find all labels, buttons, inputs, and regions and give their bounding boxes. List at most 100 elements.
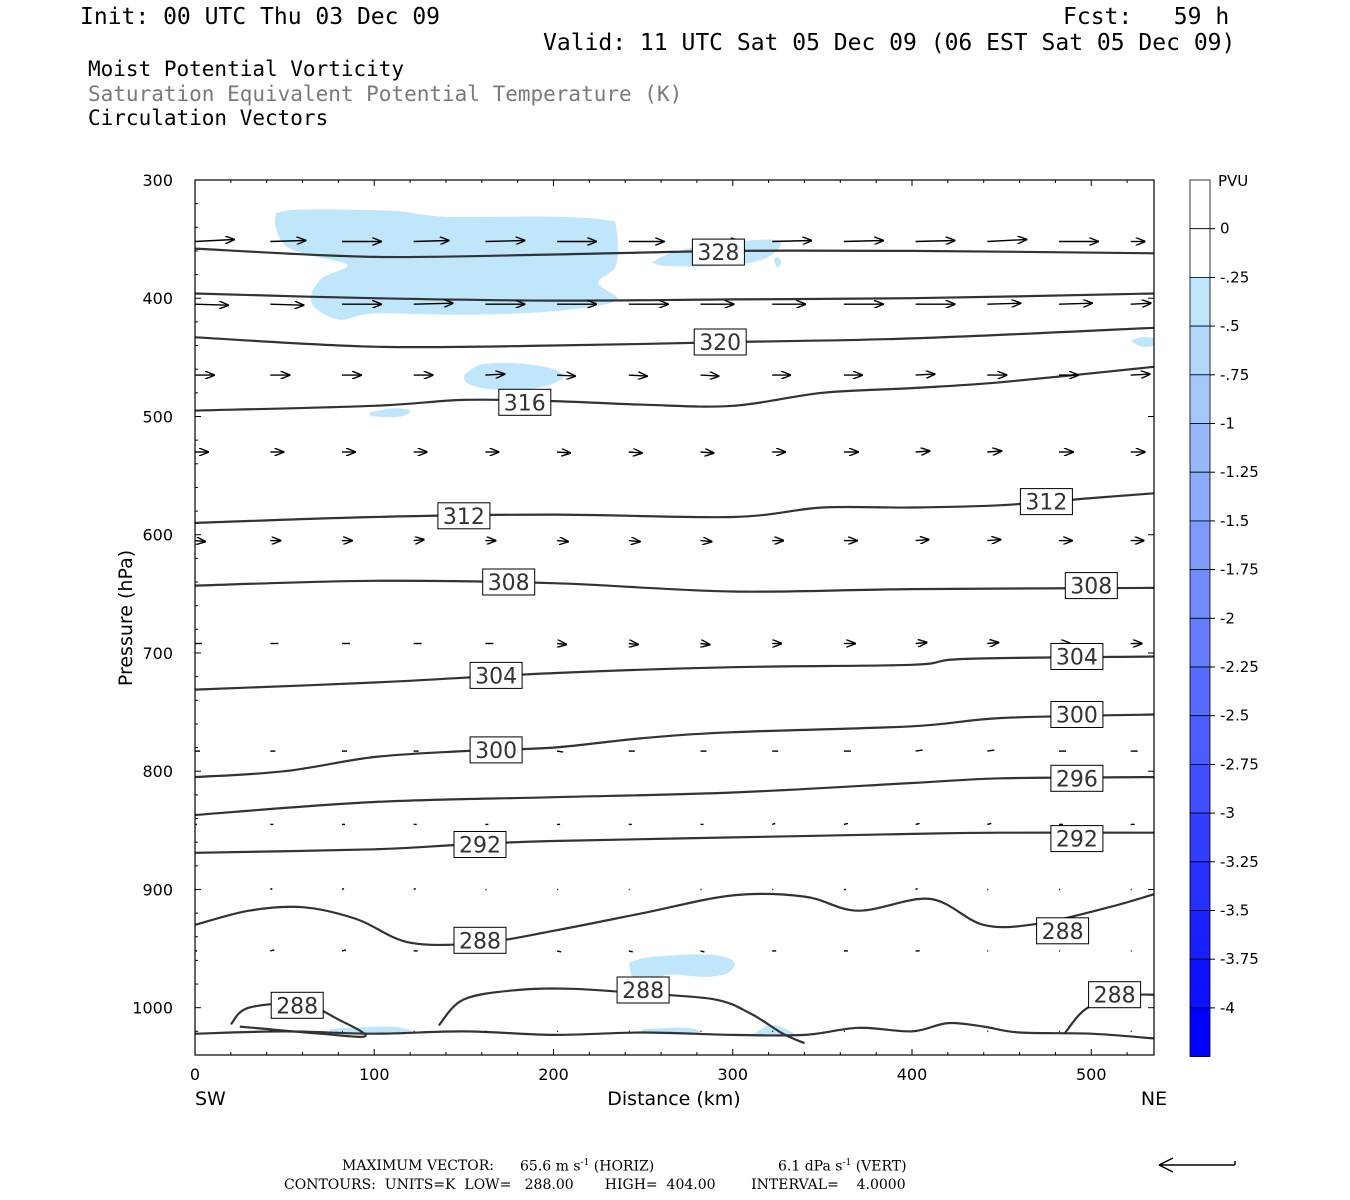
theta-contour: [195, 713, 1154, 779]
contour-label: 316: [504, 391, 546, 416]
field-title-theta: Saturation Equivalent Potential Temperat…: [88, 82, 683, 106]
circulation-vector: [915, 822, 920, 826]
contour-label-box: [1019, 488, 1073, 516]
x-tick-label: 500: [1076, 1065, 1107, 1084]
unit-exponent: -1: [842, 1158, 852, 1168]
contour-label: 312: [1025, 491, 1067, 516]
contour-label: 288: [276, 994, 318, 1019]
circulation-vector: [987, 303, 1020, 304]
theta-contour: [195, 365, 1154, 412]
colorbar-title: PVU: [1218, 172, 1248, 190]
circulation-vector-layer: [195, 240, 1151, 1033]
y-tick-label: 600: [142, 526, 173, 545]
colorbar: PVU 0 -.25 -.5 -.75 -1 -1.25 -1.5 -1.75 -2 -2.25 -2…: [1189, 172, 1259, 1058]
colorbar-label: 0: [1220, 220, 1230, 238]
x-axis-title: Distance (km): [607, 1088, 740, 1110]
y-tick-label: 300: [142, 171, 173, 190]
pv-fill-layer: [275, 209, 1154, 1037]
circulation-vector: [556, 750, 564, 753]
contour-label: 300: [475, 739, 517, 764]
plot-frame: [194, 179, 1155, 1056]
pv-region: [774, 256, 782, 268]
contour-label: 296: [1056, 767, 1098, 792]
colorbar-swatch: [1189, 325, 1211, 376]
colorbar-label: -1.25: [1220, 463, 1259, 481]
circulation-vector: [557, 541, 568, 542]
theta-contour: [195, 492, 1154, 524]
circulation-vector: [915, 887, 918, 891]
circulation-vector: [270, 241, 305, 242]
circulation-vector: [413, 241, 449, 242]
circulation-vector: [1130, 374, 1150, 375]
contour-label-box: [693, 328, 747, 356]
circulation-vector: [270, 949, 275, 952]
colorbar-label: -2: [1220, 609, 1235, 627]
colorbar-swatch: [1189, 715, 1211, 765]
contour-label-box: [469, 736, 523, 764]
contour-label-box: [469, 661, 523, 689]
colorbar-label: -2.5: [1220, 707, 1249, 725]
circulation-vector: [557, 644, 566, 645]
circulation-vector: [987, 643, 998, 644]
circulation-vector: [843, 241, 883, 242]
field-title-mpv: Moist Potential Vorticity: [88, 57, 405, 81]
circulation-vector: [557, 452, 570, 453]
contour-label-box: [437, 502, 491, 530]
contour-label-box: [270, 991, 324, 1019]
circulation-vector: [195, 541, 205, 542]
circulation-vector: [987, 749, 995, 752]
colorbar-label: -2.75: [1220, 755, 1259, 773]
theta-contour-layer: [195, 247, 1154, 1045]
circulation-vector: [341, 887, 345, 891]
colorbar-swatch: [1189, 423, 1211, 473]
circulation-vector: [557, 375, 575, 376]
contour-label: 292: [1056, 828, 1098, 853]
pv-region: [275, 209, 618, 320]
x-tick-label: 100: [359, 1065, 390, 1084]
contour-label: 308: [1070, 575, 1112, 600]
colorbar-swatch: [1189, 569, 1211, 619]
contour-label-box: [616, 976, 670, 1004]
contour-label: 304: [1056, 646, 1098, 671]
contour-label: 292: [459, 834, 501, 859]
circulation-vector: [413, 303, 453, 304]
theta-contour: [195, 1021, 1154, 1040]
contour-info: CONTOURS: UNITS=K LOW= 288.00 HIGH= 404.…: [284, 1177, 906, 1193]
contour-label-box: [482, 568, 536, 596]
contour-label: 304: [475, 664, 517, 689]
contour-label: 288: [1042, 920, 1084, 945]
contour-label: 312: [443, 505, 485, 530]
circulation-vector: [915, 540, 929, 541]
y-tick-label: 1000: [132, 999, 173, 1018]
colorbar-swatch: [1189, 471, 1211, 522]
colorbar-swatch: [1189, 764, 1211, 814]
colorbar-swatch: [1189, 812, 1211, 863]
circulation-vector: [915, 374, 935, 375]
contour-label-box: [1064, 572, 1118, 600]
colorbar-swatch: [1189, 910, 1211, 960]
circulation-vector: [700, 375, 719, 376]
theta-contour: [195, 776, 1154, 817]
circulation-vector: [485, 374, 504, 375]
valid-time: Valid: 11 UTC Sat 05 Dec 09 (06 EST Sat …: [543, 30, 1236, 56]
colorbar-label: -1: [1220, 415, 1235, 433]
y-tick-label: 500: [142, 407, 173, 426]
circulation-vector: [700, 950, 705, 953]
init-time: Init: 00 UTC Thu 03 Dec 09: [80, 4, 441, 30]
colorbar-label: -4: [1220, 999, 1235, 1017]
y-tick-label: 800: [142, 762, 173, 781]
colorbar-label: -3.75: [1220, 950, 1259, 968]
theta-contour: [195, 831, 1154, 854]
contour-label: 288: [622, 979, 664, 1004]
circulation-vector: [700, 541, 712, 542]
max-vector-vert: 6.1 dPa s-1 (VERT): [778, 1158, 907, 1175]
circulation-vector: [628, 452, 642, 453]
colorbar-label: -3.25: [1220, 853, 1259, 871]
circulation-vector: [195, 240, 234, 242]
colorbar-swatch: [1189, 861, 1211, 911]
circulation-vector: [195, 304, 228, 305]
contour-label-box: [1050, 825, 1104, 853]
theta-contour: [195, 655, 1154, 691]
theta-contour: [195, 326, 1154, 349]
contour-label-layer: 328 320 316 312 312 308 308 304 304 300 300 296 292 2…: [270, 238, 1142, 1019]
